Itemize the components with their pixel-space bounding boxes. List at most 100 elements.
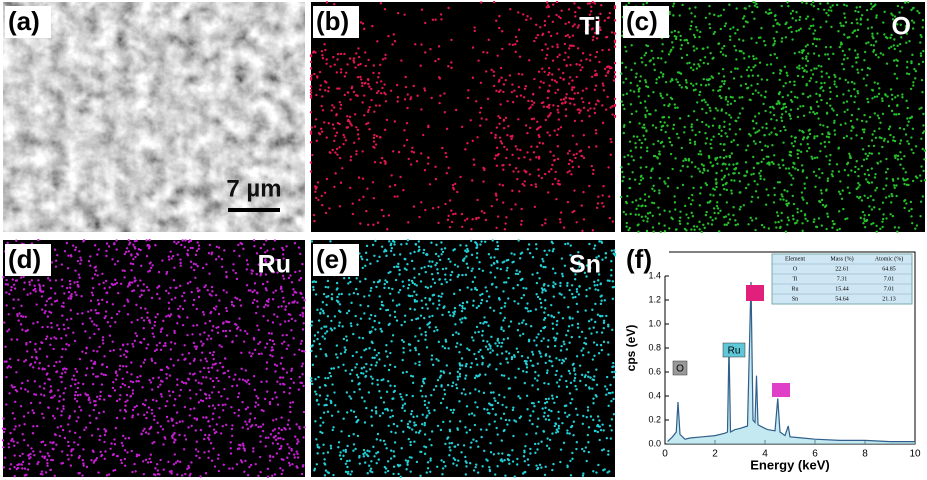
map-dot xyxy=(884,184,888,187)
map-dot xyxy=(637,213,641,216)
map-dot xyxy=(68,279,72,283)
map-dot xyxy=(494,399,497,403)
map-dot xyxy=(668,227,671,230)
map-dot xyxy=(874,136,878,140)
map-dot xyxy=(749,98,752,102)
map-dot xyxy=(491,407,495,411)
map-dot xyxy=(790,183,793,187)
map-dot xyxy=(212,447,215,450)
map-dot xyxy=(123,269,126,273)
map-dot xyxy=(402,285,405,288)
map-dot xyxy=(517,239,520,242)
map-dot xyxy=(723,44,726,48)
map-dot xyxy=(821,132,824,136)
map-dot xyxy=(889,133,892,137)
map-dot xyxy=(722,176,726,179)
map-dot xyxy=(848,36,851,39)
map-dot xyxy=(290,281,294,284)
map-dot xyxy=(197,244,201,247)
map-dot xyxy=(140,293,143,297)
map-dot xyxy=(506,423,509,426)
map-dot xyxy=(856,22,859,25)
map-dot xyxy=(738,180,742,183)
map-dot xyxy=(845,100,849,103)
map-dot xyxy=(338,100,342,104)
map-dot xyxy=(543,473,547,477)
map-dot xyxy=(24,315,27,319)
map-dot xyxy=(251,424,254,427)
map-dot xyxy=(331,104,334,107)
map-dot xyxy=(28,280,31,284)
map-dot xyxy=(207,366,210,370)
map-dot xyxy=(489,442,492,445)
map-dot xyxy=(891,18,895,21)
map-dot xyxy=(532,101,536,104)
map-dot xyxy=(172,463,176,466)
map-dot xyxy=(768,133,771,136)
map-dot xyxy=(290,449,293,452)
map-dot xyxy=(729,95,732,99)
map-dot xyxy=(131,470,134,474)
map-dot xyxy=(839,41,843,44)
map-dot xyxy=(33,284,36,287)
map-dot xyxy=(704,213,708,217)
map-dot xyxy=(204,322,207,325)
map-dot xyxy=(200,382,203,385)
map-dot xyxy=(800,209,803,213)
map-dot xyxy=(426,461,430,464)
map-dot xyxy=(181,307,185,311)
map-dot xyxy=(842,58,846,61)
map-dot xyxy=(261,423,265,426)
map-dot xyxy=(346,63,349,66)
map-dot xyxy=(177,358,180,362)
map-dot xyxy=(590,318,593,321)
map-dot xyxy=(346,91,350,94)
map-dot xyxy=(74,248,77,252)
map-dot xyxy=(387,368,391,372)
map-dot xyxy=(788,80,792,84)
map-dot xyxy=(294,291,298,294)
map-dot xyxy=(861,148,865,151)
map-dot xyxy=(475,100,478,103)
map-dot xyxy=(458,350,461,354)
map-dot xyxy=(468,413,471,416)
map-dot xyxy=(865,218,869,222)
map-dot xyxy=(167,460,170,464)
map-dot xyxy=(903,155,906,158)
map-dot xyxy=(805,17,808,20)
map-dot xyxy=(400,59,403,62)
map-dot xyxy=(156,292,159,296)
map-dot xyxy=(92,408,95,412)
map-dot xyxy=(651,187,654,191)
map-dot xyxy=(268,260,272,264)
map-dot xyxy=(437,45,441,48)
map-dot xyxy=(366,472,369,475)
map-dot xyxy=(397,472,400,476)
map-dot xyxy=(127,385,131,389)
map-dot xyxy=(460,212,464,216)
map-dot xyxy=(264,287,268,290)
map-dot xyxy=(813,112,817,116)
map-dot xyxy=(70,295,73,298)
map-dot xyxy=(376,259,379,263)
map-dot xyxy=(815,80,818,84)
map-dot xyxy=(266,280,269,284)
map-dot xyxy=(806,52,810,55)
map-dot xyxy=(549,150,552,154)
map-dot xyxy=(829,90,832,94)
map-dot xyxy=(55,443,58,446)
map-dot xyxy=(734,219,737,222)
map-dot xyxy=(902,127,906,131)
map-dot xyxy=(257,328,260,332)
map-dot xyxy=(754,131,757,134)
map-dot xyxy=(518,55,522,58)
map-dot xyxy=(431,278,435,281)
map-dot xyxy=(898,142,902,145)
map-dot xyxy=(69,253,73,257)
map-dot xyxy=(380,156,384,160)
map-dot xyxy=(302,306,306,310)
map-dot xyxy=(198,333,202,336)
map-dot xyxy=(224,357,227,360)
map-dot xyxy=(817,54,821,57)
map-dot xyxy=(225,320,228,323)
